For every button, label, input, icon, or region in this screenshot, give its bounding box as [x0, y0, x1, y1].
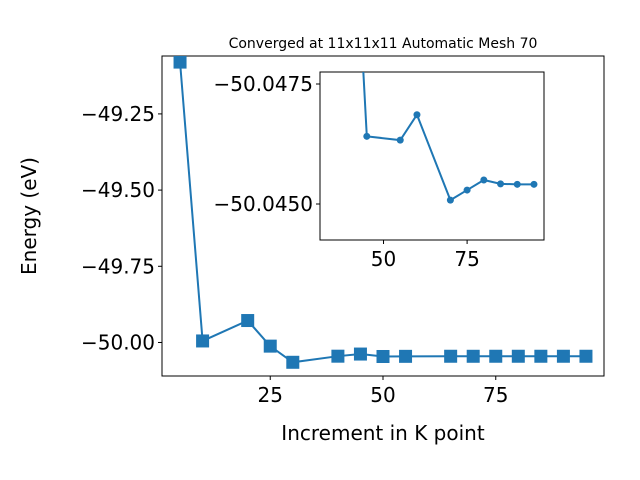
main-data-point: [399, 349, 413, 363]
main-x-ticks: 25 50 75: [258, 376, 508, 407]
main-x-tick-label: 75: [483, 383, 508, 407]
inset-x-tick-label: 75: [454, 247, 479, 271]
main-x-tick-label: 50: [370, 383, 395, 407]
main-data-point: [466, 349, 480, 363]
main-x-tick-label: 25: [258, 383, 283, 407]
inset-data-point: [513, 180, 521, 188]
inset-data-point: [357, 9, 364, 16]
inset-data-point: [530, 180, 538, 188]
main-data-point: [579, 349, 593, 363]
inset-y-ticks: −50.0475 −50.0450: [214, 72, 320, 216]
main-data-point: [331, 349, 345, 363]
inset-data-point: [480, 176, 488, 184]
main-data-point: [173, 56, 187, 69]
main-data-point: [286, 355, 300, 369]
inset-plot-area: [319, 71, 545, 241]
x-axis-label: Increment in K point: [281, 421, 485, 445]
main-y-tick-label: −49.50: [81, 178, 155, 202]
main-data-point: [241, 314, 255, 328]
inset-data-point: [413, 111, 421, 119]
main-y-tick-label: −49.25: [81, 102, 155, 126]
main-data-point: [556, 349, 570, 363]
inset-data-point: [363, 132, 371, 140]
main-y-tick-label: −50.00: [81, 330, 155, 354]
main-data-point: [444, 349, 458, 363]
main-data-point: [534, 349, 548, 363]
main-y-ticks: −49.25 −49.50 −49.75 −50.00: [81, 102, 162, 354]
inset-data-point: [396, 136, 404, 144]
inset-x-ticks: 50 75: [371, 240, 480, 271]
main-data-point: [511, 349, 525, 363]
inset-data-point: [497, 180, 505, 188]
main-y-tick-label: −49.75: [81, 254, 155, 278]
main-data-point: [489, 349, 503, 363]
inset-y-tick-label: −50.0450: [214, 192, 313, 216]
inset-data-point: [446, 196, 454, 204]
chart-title: Converged at 11x11x11 Automatic Mesh 70: [229, 36, 538, 52]
main-data-point: [263, 339, 277, 353]
inset-y-tick-label: −50.0475: [214, 72, 313, 96]
main-data-point: [196, 334, 210, 348]
inset-x-tick-label: 50: [371, 247, 396, 271]
main-series-line: [179, 62, 586, 364]
main-data-point: [353, 347, 367, 361]
inset-series-line: [362, 72, 534, 202]
main-series-layer: [173, 56, 593, 369]
y-axis-label: Energy (eV): [17, 157, 41, 275]
inset-data-point: [463, 186, 471, 194]
main-data-point: [376, 349, 390, 363]
inset-series-layer: [357, 9, 538, 204]
